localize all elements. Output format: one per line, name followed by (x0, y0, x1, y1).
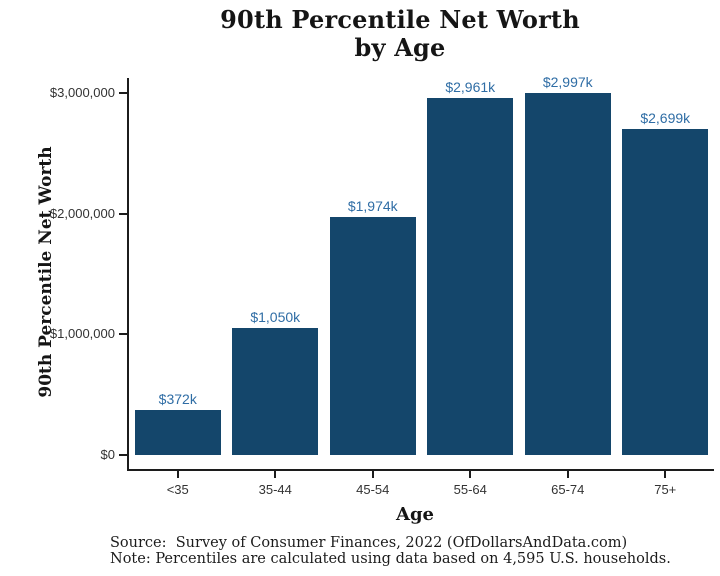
x-tick-mark (469, 471, 472, 478)
x-tick-label: 65-74 (551, 482, 585, 497)
y-tick-label: $2,000,000 (49, 205, 115, 221)
bar-75+ (622, 129, 709, 455)
x-axis-title: Age (395, 504, 434, 525)
bar-55-64 (427, 97, 514, 455)
y-axis-title: 90th Percentile Net Worth (36, 146, 56, 398)
x-tick-label: <35 (166, 482, 189, 497)
x-tick-label: 55-64 (453, 482, 487, 497)
chart-title: 90th Percentile Net Worth by Age (0, 6, 720, 62)
x-tick-label: 35-44 (258, 482, 292, 497)
bar-35-44 (232, 328, 319, 455)
bar-65-74 (524, 93, 611, 455)
plot-area: $372k $1,050k $1,974k $2,961k $2,997k $2,699k (127, 74, 714, 471)
y-tick-label: $3,000,000 (49, 85, 115, 100)
x-tick-label: 45-54 (356, 482, 390, 497)
bar-value-label: $1,050k (250, 309, 301, 326)
y-tick-mark (119, 212, 127, 215)
methodology-note: Note: Percentiles are calculated using d… (110, 551, 671, 567)
bar-<35 (134, 410, 221, 455)
x-tick-mark (664, 471, 667, 478)
bar-value-label: $2,997k (542, 74, 593, 91)
y-tick-label: $1,000,000 (49, 326, 115, 342)
chart-title-line2: by Age (354, 33, 446, 62)
y-tick-label: $0 (100, 447, 115, 462)
x-tick-mark (371, 471, 374, 478)
bar-value-label: $1,974k (347, 197, 398, 214)
bar-45-54 (329, 216, 416, 455)
x-tick-label: 75+ (654, 482, 677, 497)
x-tick-mark (176, 471, 179, 478)
source-note: Source: Survey of Consumer Finances, 202… (110, 535, 628, 551)
bar-value-label: $372k (158, 391, 197, 408)
bar-value-label: $2,961k (445, 78, 496, 95)
x-tick-mark (274, 471, 277, 478)
x-tick-mark (566, 471, 569, 478)
y-tick-mark (119, 454, 127, 456)
y-tick-mark (119, 333, 127, 336)
chart-title-line1: 90th Percentile Net Worth (220, 5, 580, 34)
y-tick-mark (119, 92, 127, 94)
bar-value-label: $2,699k (640, 110, 691, 127)
